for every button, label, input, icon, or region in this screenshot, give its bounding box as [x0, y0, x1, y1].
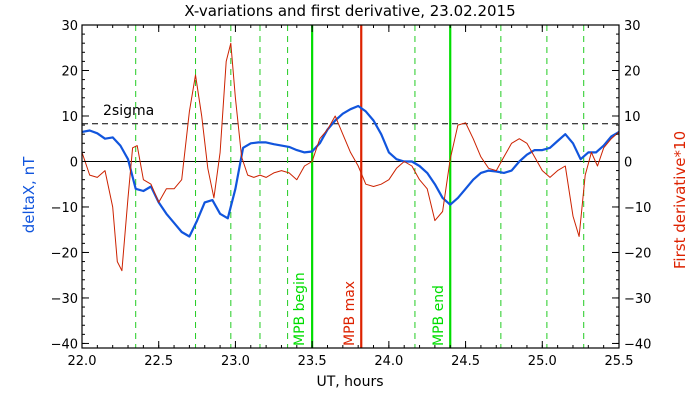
y-tick-label-right: −30 — [624, 292, 651, 307]
x-tick-label: 22.5 — [144, 354, 173, 369]
x-tick-label: 25.5 — [605, 354, 634, 369]
y-tick-label-left: −40 — [51, 337, 78, 352]
x-axis-label: UT, hours — [316, 374, 383, 390]
y-tick-label-left: −10 — [51, 201, 78, 216]
y-axis-label-right: First derivative*10 — [671, 131, 689, 269]
y-tick-label-left: 0 — [70, 155, 78, 170]
threshold-label: 2sigma — [103, 103, 154, 119]
y-tick-label-right: 10 — [624, 110, 641, 125]
y-tick-label-right: 20 — [624, 64, 641, 79]
reference-lines — [82, 25, 619, 348]
x-tick-label: 23.5 — [298, 354, 327, 369]
marker-label-mpb-begin: MPB begin — [292, 272, 308, 346]
y-tick-label-left: 10 — [61, 110, 78, 125]
series-line-deltax — [81, 104, 620, 238]
series-layer — [81, 42, 620, 272]
chart-title: X-variations and first derivative, 23.02… — [184, 2, 515, 20]
marker-label-mpb-max: MPB max — [342, 281, 358, 346]
y-tick-label-right: 0 — [624, 155, 632, 170]
plot-frame — [81, 24, 620, 349]
axis-ticks: 22.0 22.5 23.0 23.5 24.0 24.5 25.0 25.5 30 30 20 20… — [51, 19, 652, 369]
x-tick-label: 24.0 — [374, 354, 403, 369]
x-tick-label: 22.0 — [68, 354, 97, 369]
y-tick-label-left: 20 — [61, 64, 78, 79]
y-tick-label-left: 30 — [61, 19, 78, 34]
x-tick-label: 25.0 — [528, 354, 557, 369]
series-line-derivative — [81, 42, 620, 272]
y-tick-label-left: −30 — [51, 292, 78, 307]
y-tick-label-right: 30 — [624, 19, 641, 34]
marker-label-mpb-end: MPB end — [431, 285, 447, 346]
y-tick-label-right: −20 — [624, 246, 651, 261]
y-tick-label-right: −40 — [624, 337, 651, 352]
y-axis-label-left: deltaX, nT — [20, 156, 38, 233]
y-tick-label-left: −20 — [51, 246, 78, 261]
x-tick-label: 23.0 — [221, 354, 250, 369]
y-tick-label-right: −10 — [624, 201, 651, 216]
x-tick-label: 24.5 — [451, 354, 480, 369]
